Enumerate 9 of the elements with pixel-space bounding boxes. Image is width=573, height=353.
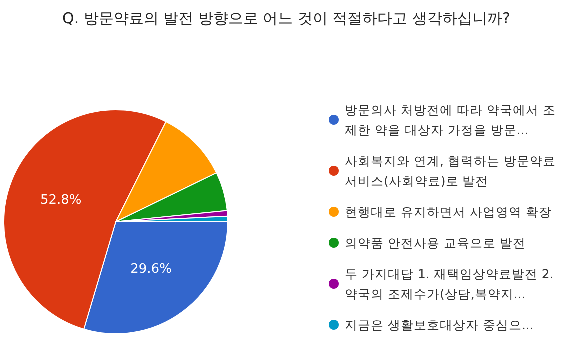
- legend-label: 현행대로 유지하면서 사업영역 확장: [345, 204, 552, 220]
- legend-label: 방문의사 처방전에 따라 약국에서 조제한 약을 대상자 가정을 방문...: [345, 102, 556, 138]
- chart-title: Q. 방문약료의 발전 방향으로 어느 것이 적절하다고 생각하십니까?: [62, 10, 510, 28]
- legend-label: 지금은 생활보호대상자 중심으...: [345, 318, 534, 332]
- legend-label: 사회복지와 연계, 협력하는 방문약료 서비스(사회약료)로 발전: [345, 154, 560, 188]
- legend-label: 의약품 안전사용 교육으로 발전: [345, 236, 526, 250]
- data-label: 29.6%: [130, 262, 172, 277]
- legend-label: 두 가지대답 1. 재택임상약료발전 2. 약국의 조제수가(상담,복약지...: [345, 266, 558, 302]
- data-label: 52.8%: [40, 192, 82, 208]
